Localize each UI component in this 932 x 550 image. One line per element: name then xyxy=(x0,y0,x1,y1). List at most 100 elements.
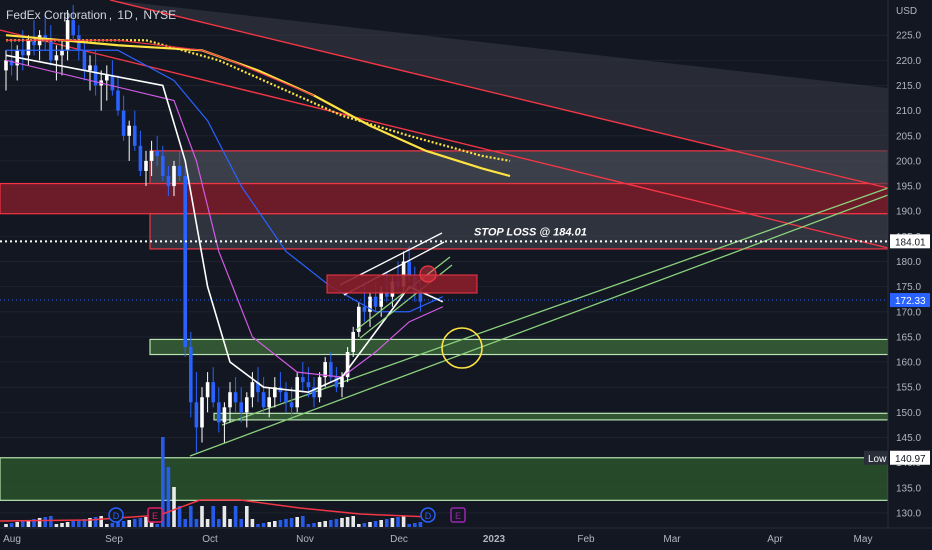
price-tick-label: 180.0 xyxy=(896,257,921,268)
candle-body xyxy=(323,362,327,378)
price-tag-box xyxy=(890,450,930,465)
volume-bar xyxy=(9,523,14,527)
volume-bar xyxy=(127,520,131,527)
volume-bar xyxy=(172,487,176,527)
volume-bar xyxy=(362,523,367,527)
candle-body xyxy=(233,392,238,403)
candle-body xyxy=(93,65,98,86)
annotation-label: STOP LOSS @ 184.01 xyxy=(474,226,587,238)
chart-interval: 1D xyxy=(117,8,133,22)
candle-body xyxy=(194,402,199,428)
candle-body xyxy=(121,110,126,136)
candle-body xyxy=(345,352,350,378)
candle-body xyxy=(385,291,389,297)
volume-bar xyxy=(373,521,378,527)
price-tick-label: 155.0 xyxy=(896,383,921,394)
volume-bar xyxy=(82,519,87,527)
price-tag-value: 184.01 xyxy=(895,237,926,248)
time-tick-label: Apr xyxy=(767,534,783,545)
channel-upper-line xyxy=(109,0,889,189)
candle-body xyxy=(205,382,210,398)
candle-body xyxy=(127,125,131,136)
price-tag-box xyxy=(890,293,930,308)
volume-bar xyxy=(105,524,109,527)
candle-body xyxy=(357,306,361,332)
candle-body xyxy=(295,377,299,408)
candle-body xyxy=(418,291,423,302)
candle-body xyxy=(9,60,14,66)
price-tag-label-box xyxy=(864,450,888,465)
volume-bar xyxy=(144,517,148,527)
time-tick-label: 2023 xyxy=(483,534,506,545)
volume-bar xyxy=(177,506,182,527)
ascending-trendline-upper xyxy=(221,187,889,426)
volume-bar xyxy=(116,522,120,527)
dividend-event-marker[interactable]: D xyxy=(420,507,436,523)
price-axis-currency: USD xyxy=(896,6,917,17)
candle-body xyxy=(284,392,288,403)
volume-bar xyxy=(345,517,350,527)
event-marker-shape xyxy=(450,507,466,523)
volume-bar xyxy=(49,516,53,527)
candle-body xyxy=(4,60,8,71)
zone-support-green-mid xyxy=(149,338,889,356)
dividend-event-marker[interactable]: D xyxy=(108,507,124,523)
volume-bar xyxy=(323,521,327,527)
volume-bar xyxy=(93,517,98,527)
candle-body xyxy=(261,392,266,408)
candle-body xyxy=(21,50,25,56)
price-tick-label: 150.0 xyxy=(896,408,921,419)
price-tag-value: 172.33 xyxy=(895,296,926,307)
volume-bar xyxy=(329,520,333,527)
candle-body xyxy=(239,402,243,413)
candle-body xyxy=(26,40,31,56)
candle-body xyxy=(189,346,193,403)
target-circle-yellow xyxy=(441,327,483,369)
candle-body xyxy=(211,382,215,403)
earnings-event-marker[interactable]: E xyxy=(147,507,163,523)
ma-yellow-cross-line xyxy=(6,39,511,162)
candle-body xyxy=(340,377,344,388)
price-tick-label: 165.0 xyxy=(896,332,921,343)
volume-bar xyxy=(217,519,221,527)
ascending-trendline-lower xyxy=(189,194,889,457)
price-tick-label: 175.0 xyxy=(896,282,921,293)
volume-bar xyxy=(273,521,277,527)
volume-bar xyxy=(267,522,271,527)
event-marker-letter: E xyxy=(455,511,461,521)
price-tick-label: 145.0 xyxy=(896,433,921,444)
candle-body xyxy=(362,306,367,312)
candle-body xyxy=(60,50,64,56)
zone-support-green-base xyxy=(0,457,889,501)
volume-bar xyxy=(351,516,355,527)
volume-bar xyxy=(133,519,137,527)
volume-bar xyxy=(418,522,423,527)
candle-body xyxy=(172,165,176,187)
volume-bar xyxy=(183,519,187,527)
volume-bar xyxy=(401,516,406,527)
price-tick-label: 135.0 xyxy=(896,483,921,494)
exchange-name: NYSE xyxy=(143,8,177,22)
price-tag-value: 140.97 xyxy=(895,454,926,465)
candle-body xyxy=(273,387,277,398)
earnings-event-marker[interactable]: E xyxy=(450,507,466,523)
event-marker-letter: E xyxy=(152,511,158,521)
event-marker-letter: D xyxy=(113,511,120,521)
ma-red-line xyxy=(6,39,315,97)
price-tick-label: 215.0 xyxy=(896,81,921,92)
volume-bar xyxy=(71,521,75,527)
candle-body xyxy=(245,397,249,413)
volume-bar xyxy=(301,516,305,527)
candle-body xyxy=(105,75,109,81)
volume-bar xyxy=(261,523,266,527)
volume-bar xyxy=(200,506,204,527)
volume-bar xyxy=(15,522,19,527)
time-tick-label: Nov xyxy=(296,534,314,545)
candle-body xyxy=(228,392,232,408)
candle-body xyxy=(301,377,305,383)
volume-bar xyxy=(239,519,243,527)
candle-body xyxy=(306,382,311,388)
candle-body xyxy=(200,397,204,428)
